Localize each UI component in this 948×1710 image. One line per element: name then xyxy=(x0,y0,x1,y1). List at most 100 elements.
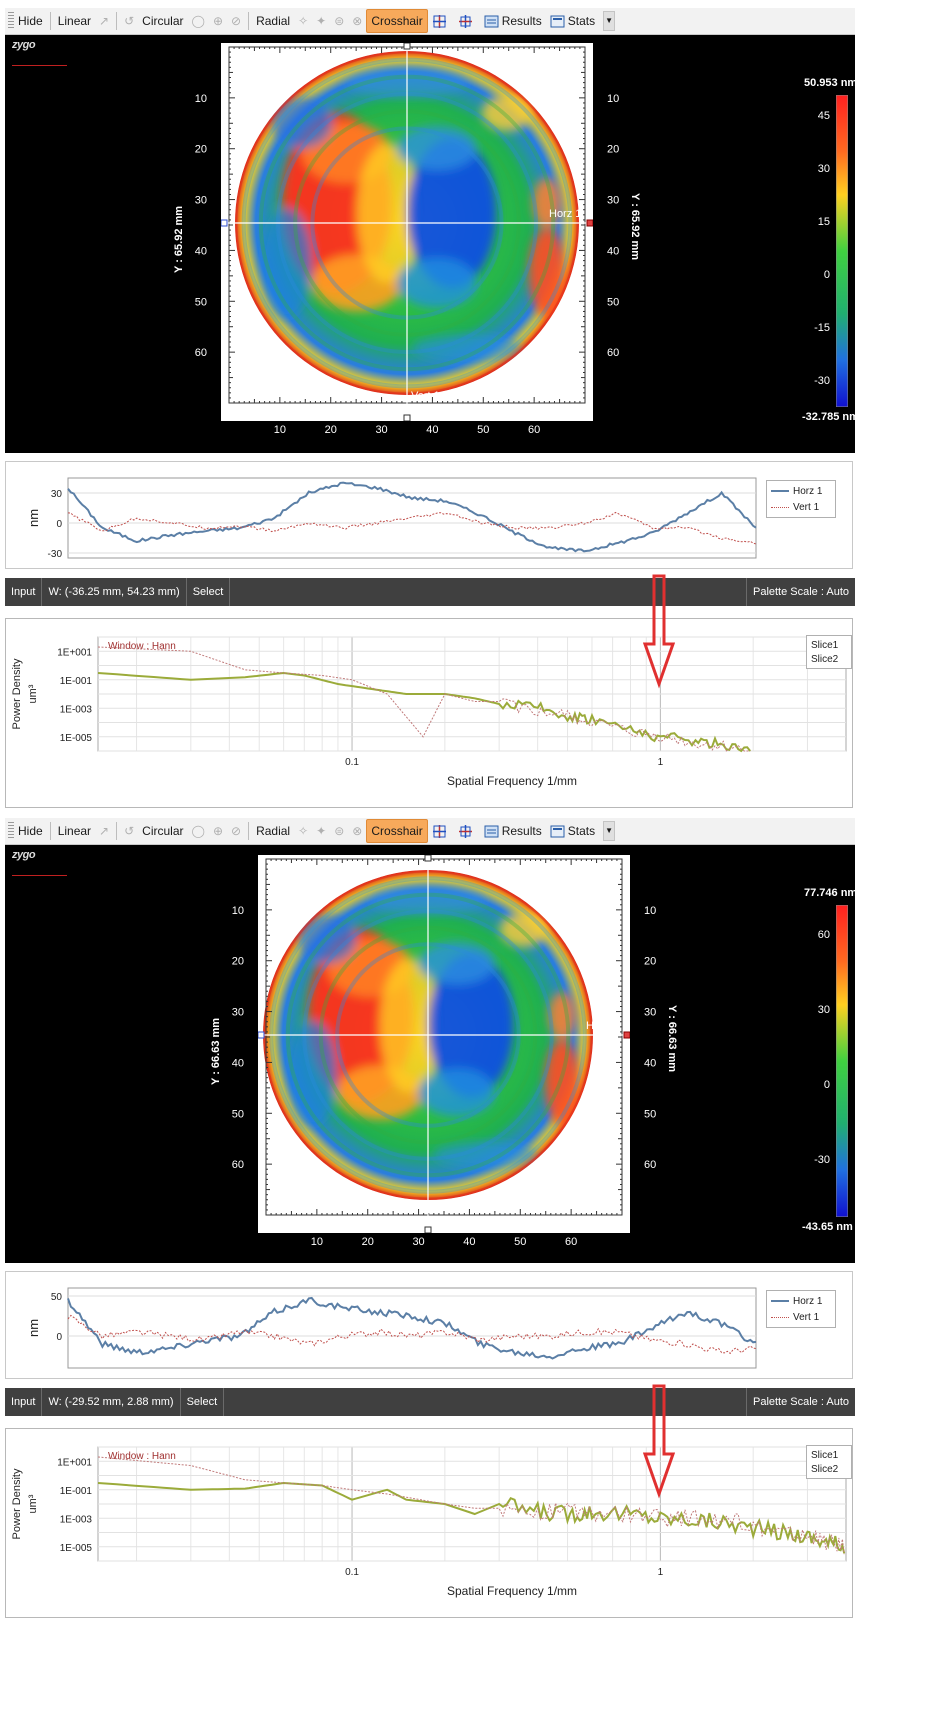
profile-plot[interactable]: 50 0 nm Horz 1 Vert 1 xyxy=(5,1271,853,1379)
y-axis-label-left: Y : 66.63 mm xyxy=(210,1017,222,1085)
map-y-tick-label-right: 20 xyxy=(607,144,619,156)
color-scale-tick-label: 45 xyxy=(817,109,830,122)
radial-remove-icon[interactable]: ⊜ xyxy=(334,14,345,28)
psd-slice1-line xyxy=(97,671,751,753)
circle-icon[interactable]: ◯ xyxy=(191,824,205,838)
map-y-tick-label-right: 30 xyxy=(607,195,619,207)
map-x-tick-label: 60 xyxy=(565,1236,577,1248)
hide-button[interactable]: Hide xyxy=(18,824,43,838)
legend-entry: Slice2 xyxy=(811,653,839,665)
power-spectral-density-plot[interactable]: 1E+001 1E-001 1E-003 1E-005 0.1 1 Spatial Freq… xyxy=(5,618,853,808)
toolbar: Hide Linear ↗ ↺ Circular ◯ ⊕ ⊘ Radial ✧ … xyxy=(5,818,855,845)
circle-icon[interactable]: ◯ xyxy=(191,14,205,28)
legend-entry: Horz 1 xyxy=(771,483,831,499)
radial-button[interactable]: Radial xyxy=(256,824,291,838)
toolbar-grip[interactable] xyxy=(8,12,14,30)
radial-add-icon[interactable]: ✦ xyxy=(316,14,327,28)
power-spectral-density-plot[interactable]: 1E+001 1E-001 1E-003 1E-005 0.1 1 Spatial Freq… xyxy=(5,1428,853,1618)
crosshair-button[interactable]: Crosshair xyxy=(366,819,428,843)
toolbar-overflow-button[interactable]: ▼ xyxy=(603,11,616,31)
psd-y-tick-label: 1E-005 xyxy=(60,1543,93,1554)
map-x-tick-label: 30 xyxy=(412,1236,424,1248)
status-select[interactable]: Select xyxy=(187,578,231,606)
circular-button[interactable]: Circular xyxy=(142,14,184,28)
circle-minus-icon[interactable]: ⊘ xyxy=(231,14,242,28)
linear-tool-icon[interactable]: ↗ xyxy=(99,14,110,28)
linear-tool-icon[interactable]: ↗ xyxy=(99,824,110,838)
vert-handle-top[interactable] xyxy=(403,43,411,50)
color-scale-min: -43.65 nm xyxy=(802,1221,853,1233)
radial-clear-icon[interactable]: ⊗ xyxy=(352,14,363,28)
map-y-tick-label-left: 40 xyxy=(232,1057,244,1069)
psd-legend[interactable]: Slice1 Slice2 xyxy=(806,635,852,669)
radial-button[interactable]: Radial xyxy=(256,14,291,28)
map-y-tick-label-left: 40 xyxy=(195,245,207,257)
linear-button[interactable]: Linear xyxy=(57,14,92,28)
radial-tool-icon[interactable]: ✧ xyxy=(298,824,309,838)
stats-button[interactable]: Stats xyxy=(546,10,599,32)
psd-y-tick-label: 1E+001 xyxy=(57,1457,92,1468)
horz-handle-left[interactable] xyxy=(258,1031,265,1039)
results-button[interactable]: Results xyxy=(480,820,546,842)
vert-handle-top[interactable] xyxy=(424,855,432,862)
map-y-tick-label-right: 50 xyxy=(607,296,619,308)
color-scale-tick-label: 0 xyxy=(823,268,830,281)
profile-legend[interactable]: Horz 1 Vert 1 xyxy=(766,1290,836,1328)
crosshair-tool-icon[interactable] xyxy=(428,10,454,32)
red-down-arrow-annotation xyxy=(643,574,676,689)
stats-label: Stats xyxy=(567,824,596,838)
legend-swatch xyxy=(771,506,789,508)
profile-plot[interactable]: 30 0 -30 nm Horz 1 Vert 1 xyxy=(5,461,853,569)
palette-scale-status[interactable]: Palette Scale : Auto xyxy=(745,578,855,606)
y-axis-label-left: Y : 65.92 mm xyxy=(173,205,185,273)
crosshair-button[interactable]: Crosshair xyxy=(366,9,428,33)
toolbar-overflow-button[interactable]: ▼ xyxy=(603,821,616,841)
linear-button[interactable]: Linear xyxy=(57,824,92,838)
results-icon xyxy=(484,14,499,29)
polyline-icon[interactable]: ↺ xyxy=(124,824,135,838)
crosshair-move-icon[interactable] xyxy=(454,820,480,842)
circle-minus-icon[interactable]: ⊘ xyxy=(231,824,242,838)
legend-swatch xyxy=(771,490,789,492)
psd-y-tick-label: 1E-001 xyxy=(60,1486,93,1497)
vert-handle-bottom[interactable] xyxy=(424,1226,432,1233)
crosshair-tool-icon[interactable] xyxy=(428,820,454,842)
radial-add-icon[interactable]: ✦ xyxy=(316,824,327,838)
radial-remove-icon[interactable]: ⊜ xyxy=(334,824,345,838)
circle-plus-icon[interactable]: ⊕ xyxy=(212,824,224,838)
map-x-tick-label: 50 xyxy=(477,424,489,436)
profile-legend[interactable]: Horz 1 Vert 1 xyxy=(766,480,836,518)
results-button[interactable]: Results xyxy=(480,10,546,32)
circle-plus-icon[interactable]: ⊕ xyxy=(212,14,224,28)
status-input[interactable]: Input xyxy=(5,578,43,606)
radial-clear-icon[interactable]: ⊗ xyxy=(352,824,363,838)
map-y-tick-label-left: 10 xyxy=(232,905,244,917)
color-scale-tick-label: -15 xyxy=(814,322,830,334)
analysis-panel: Hide Linear ↗ ↺ Circular ◯ ⊕ ⊘ Radial ✧ … xyxy=(5,818,857,1618)
status-select[interactable]: Select xyxy=(181,1388,225,1416)
surface-map-plot[interactable]: Horz 1 Vert 1 xyxy=(258,855,630,1233)
horz-handle-right[interactable] xyxy=(586,219,593,227)
toolbar-grip[interactable] xyxy=(8,822,14,840)
vert-handle-bottom[interactable] xyxy=(403,414,411,421)
horz-handle-right[interactable] xyxy=(623,1031,630,1039)
hide-button[interactable]: Hide xyxy=(18,14,43,28)
crosshair-move-icon[interactable] xyxy=(454,10,480,32)
surface-map-view: zygo Horz 1 Vert 1 Y : 65.92 mm Y : 65.92… xyxy=(5,35,859,453)
psd-y-axis-unit: um³ xyxy=(27,1494,39,1513)
palette-scale-status[interactable]: Palette Scale : Auto xyxy=(745,1388,855,1416)
stats-button[interactable]: Stats xyxy=(546,820,599,842)
psd-y-tick-label: 1E-003 xyxy=(60,704,93,715)
surface-map-plot[interactable]: Horz 1 Vert 1 xyxy=(221,43,593,421)
status-input[interactable]: Input xyxy=(5,1388,43,1416)
legend-entry: Vert 1 xyxy=(771,1309,831,1325)
color-scale-bar xyxy=(835,904,849,1218)
circular-button[interactable]: Circular xyxy=(142,824,184,838)
radial-tool-icon[interactable]: ✧ xyxy=(298,14,309,28)
polyline-icon[interactable]: ↺ xyxy=(124,14,135,28)
stats-icon xyxy=(550,824,565,839)
psd-legend[interactable]: Slice1 Slice2 xyxy=(806,1445,852,1479)
psd-y-axis-label: Power Density xyxy=(11,658,23,729)
legend-label: Horz 1 xyxy=(793,485,823,497)
horz-handle-left[interactable] xyxy=(221,219,228,227)
